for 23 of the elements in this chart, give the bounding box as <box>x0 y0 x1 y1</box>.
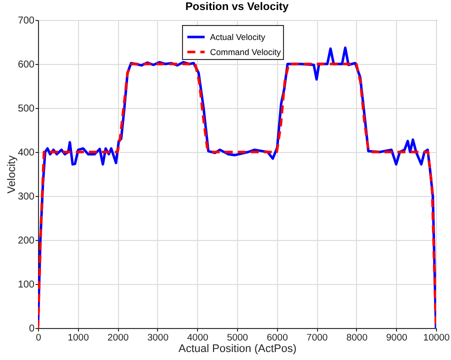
x-tick-label: 6000 <box>266 332 288 344</box>
legend-label: Actual Velocity <box>210 32 266 42</box>
y-tick-label: 200 <box>18 236 35 246</box>
y-tick-label: 300 <box>18 192 35 202</box>
y-tick-label: 0 <box>28 324 35 334</box>
x-tick-label: 3000 <box>147 332 168 344</box>
x-tick-label: 1000 <box>68 332 89 344</box>
x-tick-label: 7000 <box>306 332 328 344</box>
x-tick-label: 9000 <box>386 332 408 344</box>
y-axis-title: Velocity <box>6 155 18 194</box>
x-tick-label: 2000 <box>108 332 129 344</box>
x-tick-label: 10000 <box>423 332 450 344</box>
chart-title: Position vs Velocity <box>185 1 290 13</box>
x-tick-label: 5000 <box>226 332 248 344</box>
y-tick-label: 700 <box>18 16 35 26</box>
y-tick-label: 500 <box>18 104 35 114</box>
y-tick-label: 100 <box>18 280 35 290</box>
x-tick-label: 8000 <box>346 332 368 344</box>
x-axis-title: Actual Position (ActPos) <box>178 343 296 355</box>
legend-label: Command Velocity <box>210 47 282 57</box>
y-tick-label: 600 <box>18 60 35 70</box>
y-tick-label: 400 <box>18 148 35 158</box>
x-tick-label: 4000 <box>187 332 208 344</box>
